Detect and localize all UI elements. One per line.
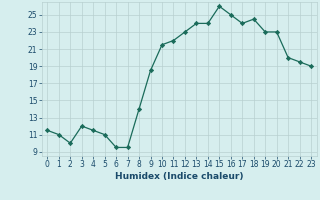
X-axis label: Humidex (Indice chaleur): Humidex (Indice chaleur) (115, 172, 244, 181)
